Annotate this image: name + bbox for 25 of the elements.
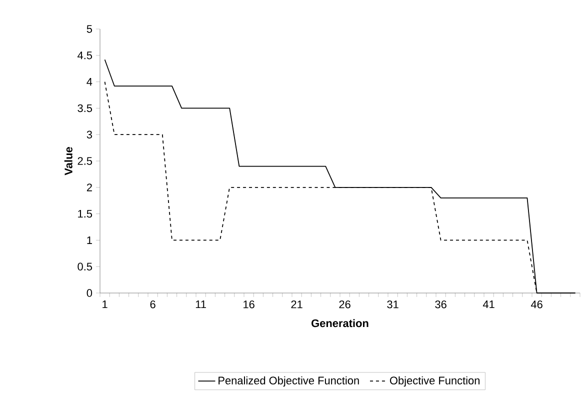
y-tick-label: 5 xyxy=(86,25,92,33)
y-tick-label: 3.5 xyxy=(78,104,92,112)
x-tick-label: 16 xyxy=(244,300,254,308)
x-tick-label: 41 xyxy=(482,300,494,308)
legend-label: Objective Function xyxy=(390,376,480,387)
x-tick-label: 31 xyxy=(387,300,398,308)
x-tick-label: 6 xyxy=(150,300,156,308)
x-tick-label: 46 xyxy=(530,300,542,308)
y-tick-label: 2.5 xyxy=(78,157,92,165)
x-tick-label: 26 xyxy=(339,300,350,308)
x-tick-label: 36 xyxy=(435,300,446,308)
y-tick-label: 0.5 xyxy=(78,262,92,270)
y-tick-label: 1 xyxy=(87,236,92,244)
y-tick-label: 4.5 xyxy=(78,52,92,60)
y-tick-label: 0 xyxy=(86,289,92,297)
x-axis-title: Generation xyxy=(312,319,368,328)
y-tick-label: 4 xyxy=(86,78,92,86)
y-tick-label: 2 xyxy=(86,184,92,192)
legend-label: Penalized Objective Function xyxy=(218,376,359,387)
y-axis-title: Value xyxy=(64,147,72,176)
x-tick-label: 1 xyxy=(102,300,108,308)
y-tick-label: 3 xyxy=(86,130,92,138)
x-tick-label: 21 xyxy=(291,300,302,308)
x-tick-label: 11 xyxy=(196,300,206,308)
y-tick-label: 1.5 xyxy=(78,210,92,218)
